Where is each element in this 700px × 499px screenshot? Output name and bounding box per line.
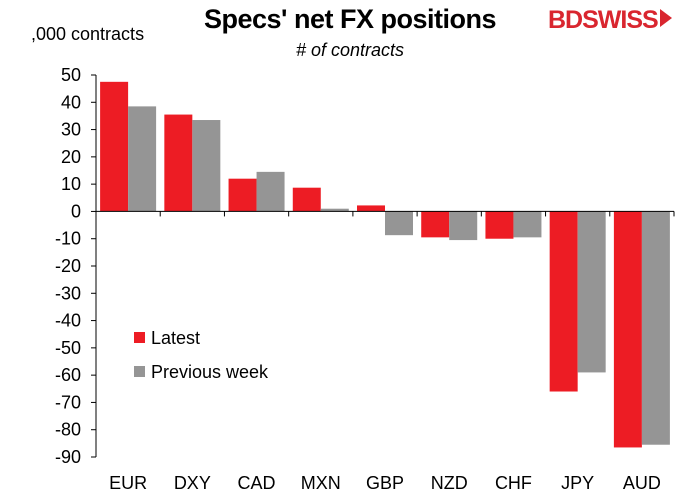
- bar-latest-chf: [485, 211, 514, 239]
- bar-latest-jpy: [549, 211, 578, 392]
- bar-latest-cad: [228, 178, 257, 212]
- bar-previous-cad: [256, 171, 285, 212]
- logo-chevron-icon: [659, 9, 672, 27]
- x-tick-label-gbp: GBP: [366, 473, 404, 493]
- chart-subtitle: # of contracts: [295, 40, 405, 60]
- legend-label-previous: Previous week: [151, 362, 269, 382]
- y-unit-label: ,000 contracts: [31, 24, 145, 44]
- x-tick-label-mxn: MXN: [301, 473, 341, 493]
- y-tick-label: 0: [71, 201, 81, 221]
- x-tick-label-jpy: JPY: [561, 473, 594, 493]
- legend-item-previous: Previous week: [134, 362, 268, 383]
- x-tick-label-chf: CHF: [495, 473, 532, 493]
- bar-previous-aud: [641, 211, 670, 445]
- axes-group: [91, 74, 675, 458]
- y-tick-label: -60: [55, 365, 81, 385]
- y-tick-label: -70: [55, 392, 81, 412]
- bar-latest-nzd: [421, 211, 450, 238]
- y-tick-label: -90: [55, 447, 81, 467]
- bar-latest-aud: [613, 211, 642, 448]
- x-tick-label-aud: AUD: [623, 473, 661, 493]
- x-tick-label-cad: CAD: [238, 473, 276, 493]
- legend-item-latest: Latest: [134, 328, 200, 349]
- chart-title: Specs' net FX positions: [204, 4, 496, 34]
- x-tick-labels: EUR DXY CAD MXN GBP NZD CHF JPY AUD: [109, 473, 661, 493]
- bar-previous-eur: [128, 106, 157, 212]
- y-tick-label: 50: [61, 65, 81, 85]
- bar-latest-eur: [100, 81, 129, 212]
- bar-previous-dxy: [192, 120, 221, 212]
- logo-text-bd: BD: [548, 6, 583, 34]
- y-tick-label: -20: [55, 256, 81, 276]
- y-tick-label: 20: [61, 147, 81, 167]
- logo-text-swiss: SWISS: [582, 6, 659, 34]
- bar-previous-jpy: [577, 211, 606, 373]
- bar-latest-gbp: [357, 205, 385, 212]
- legend-label-latest: Latest: [151, 328, 201, 348]
- y-tick-label: -10: [55, 229, 81, 249]
- bars-group: [100, 81, 670, 448]
- legend-swatch-previous: [134, 366, 145, 377]
- x-tick-label-dxy: DXY: [174, 473, 211, 493]
- bar-previous-chf: [513, 211, 542, 238]
- bar-previous-mxn: [320, 208, 349, 212]
- bar-previous-nzd: [449, 211, 478, 241]
- bar-latest-mxn: [292, 187, 321, 212]
- y-tick-label: -30: [55, 283, 81, 303]
- bar-latest-dxy: [164, 114, 193, 212]
- y-tick-labels: 50 40 30 20 10 0 -10 -20 -30 -40 -50 -60 -70 -80 -90: [55, 65, 81, 467]
- y-tick-label: -50: [55, 338, 81, 358]
- y-tick-label: -80: [55, 420, 81, 440]
- legend-swatch-latest: [134, 332, 145, 343]
- y-tick-label: 30: [61, 120, 81, 140]
- y-tick-label: 40: [61, 92, 81, 112]
- y-tick-label: -40: [55, 311, 81, 331]
- x-tick-label-nzd: NZD: [431, 473, 468, 493]
- y-tick-label: 10: [61, 174, 81, 194]
- bar-previous-gbp: [385, 211, 413, 236]
- bdswiss-logo: BDSWISS: [548, 6, 672, 35]
- x-tick-label-eur: EUR: [109, 473, 147, 493]
